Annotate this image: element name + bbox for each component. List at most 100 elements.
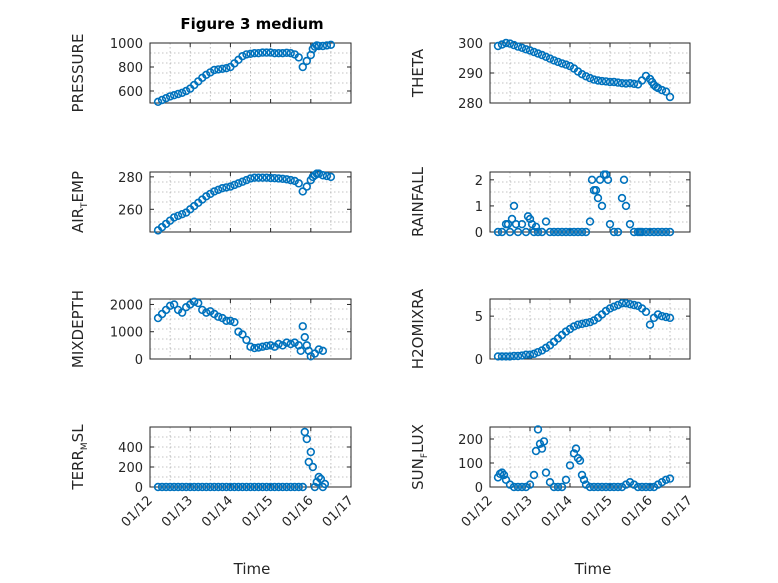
- axes-frame: [489, 298, 691, 360]
- data-point: [298, 322, 307, 331]
- data-point: [609, 227, 619, 237]
- data-point: [525, 46, 535, 55]
- data-point: [595, 175, 605, 185]
- data-point: [286, 175, 295, 185]
- data-point: [573, 320, 583, 329]
- data-point: [308, 462, 318, 472]
- data-point: [625, 78, 635, 88]
- y-axis-label-main: H2OMIXRA: [409, 288, 427, 369]
- data-point: [206, 482, 215, 492]
- data-point: [298, 62, 307, 72]
- data-point: [318, 41, 328, 51]
- data-point: [302, 182, 311, 191]
- data-point: [298, 482, 307, 492]
- data-point: [314, 169, 324, 178]
- y-axis-label: TERRMSL: [69, 424, 90, 491]
- data-point: [605, 482, 615, 492]
- data-point: [613, 482, 623, 492]
- data-point: [242, 482, 251, 492]
- data-point: [186, 482, 195, 492]
- data-point: [653, 227, 663, 237]
- data-point: [326, 40, 336, 49]
- data-point: [597, 76, 607, 86]
- data-point: [326, 172, 336, 182]
- data-point: [282, 48, 291, 58]
- y-axis-label-main: AIR: [69, 208, 87, 233]
- data-point: [545, 54, 555, 63]
- data-point: [533, 227, 543, 237]
- data-point: [278, 174, 287, 184]
- data-point: [314, 41, 324, 51]
- y-tick-label: 200: [118, 461, 143, 476]
- data-point: [493, 352, 503, 361]
- data-point: [169, 300, 179, 309]
- data-point: [557, 59, 567, 68]
- data-point: [585, 217, 595, 226]
- data-point: [226, 316, 235, 326]
- y-tick-label: 280: [118, 171, 143, 186]
- y-axis-label: PRESSURE: [69, 34, 87, 113]
- x-axis-label-right: Time: [574, 560, 612, 578]
- y-tick-label: 0: [475, 353, 483, 368]
- data-point: [657, 85, 667, 95]
- data-point: [497, 227, 507, 237]
- data-point: [581, 72, 591, 81]
- data-point: [270, 482, 279, 492]
- data-point: [571, 444, 581, 453]
- data-point: [609, 302, 619, 311]
- data-point: [537, 50, 547, 60]
- data-point: [258, 482, 267, 492]
- data-point: [242, 335, 251, 345]
- data-point: [521, 45, 531, 54]
- data-point: [621, 201, 631, 211]
- data-point: [238, 330, 247, 339]
- data-point: [645, 227, 655, 237]
- data-point: [254, 482, 263, 492]
- data-point: [210, 482, 219, 492]
- data-point: [169, 213, 179, 222]
- data-point: [585, 317, 595, 327]
- data-point: [218, 184, 227, 193]
- data-point: [545, 478, 555, 487]
- data-point: [509, 201, 519, 211]
- data-point: [238, 51, 247, 61]
- data-point: [589, 482, 599, 492]
- data-point: [262, 341, 271, 351]
- data-point: [661, 475, 671, 484]
- data-point: [501, 38, 511, 48]
- data-point: [318, 171, 328, 180]
- data-point: [161, 93, 171, 103]
- data-point: [266, 482, 275, 492]
- data-point: [507, 214, 517, 224]
- data-point: [282, 338, 291, 347]
- data-point: [306, 447, 315, 457]
- subplot-6: 0 5 H2OMIXRA: [409, 288, 691, 369]
- data-point: [591, 186, 601, 195]
- data-point: [589, 75, 599, 84]
- data-point: [579, 475, 589, 484]
- data-point: [565, 227, 575, 237]
- data-point: [198, 482, 207, 492]
- data-point: [641, 482, 651, 492]
- data-point: [266, 341, 275, 350]
- data-point: [222, 183, 231, 192]
- data-point: [274, 48, 283, 58]
- data-point: [165, 301, 175, 311]
- data-point: [601, 77, 611, 86]
- subplot-5: 0 1000 2000 MIXDEPTH: [69, 290, 352, 368]
- data-point: [226, 482, 235, 492]
- data-point: [587, 175, 597, 185]
- data-point: [274, 482, 283, 492]
- data-point: [310, 171, 320, 180]
- data-point: [177, 209, 187, 219]
- data-point: [533, 49, 543, 58]
- data-point: [222, 316, 231, 326]
- data-point: [637, 227, 647, 237]
- data-point: [513, 351, 523, 361]
- data-point: [262, 173, 271, 182]
- y-axis-label: H2OMIXRA: [409, 288, 427, 369]
- data-point: [234, 482, 243, 492]
- data-point: [246, 49, 255, 58]
- y-tick-label: 0: [135, 481, 143, 496]
